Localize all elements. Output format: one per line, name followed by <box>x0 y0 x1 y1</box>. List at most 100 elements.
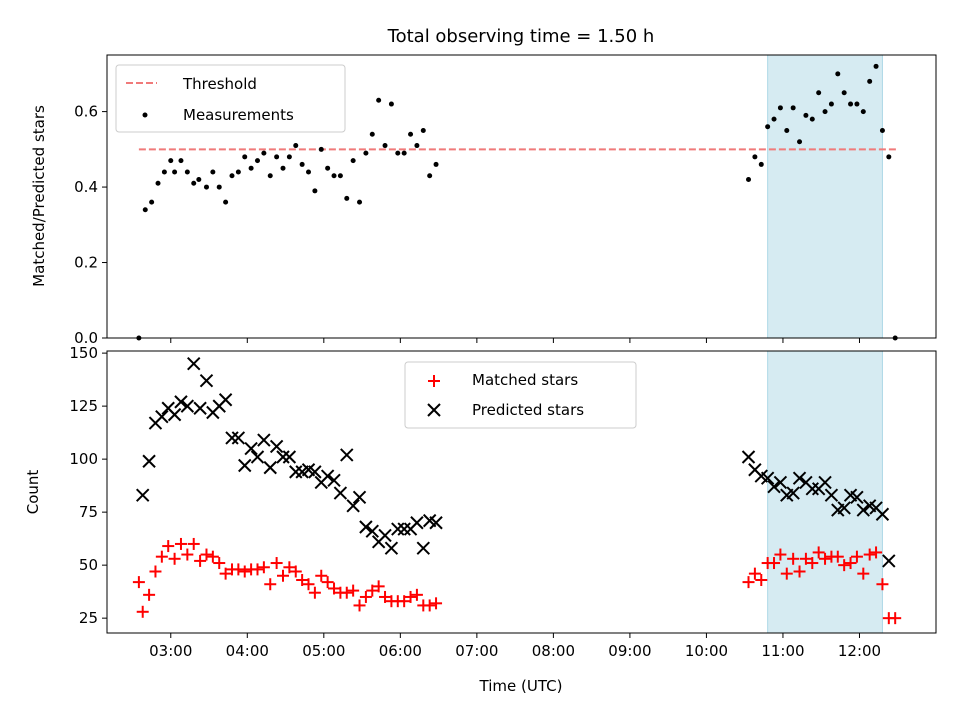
measurement-point <box>196 177 202 183</box>
predicted-star-point <box>282 450 297 464</box>
top-plot-frame <box>106 54 937 339</box>
predicted-star-point <box>786 486 800 500</box>
measurement-point <box>414 143 420 149</box>
matched-star-point <box>149 565 162 578</box>
measurement-point <box>784 127 790 133</box>
measurements-legend-swatch <box>142 112 148 118</box>
matched-star-point <box>372 580 385 593</box>
measurement-point <box>216 184 222 190</box>
measurement-point <box>841 90 847 96</box>
matched-star-point <box>308 586 321 599</box>
measurement-point <box>790 105 796 111</box>
measurement-point <box>274 154 280 160</box>
x-tick-label: 10:00 <box>685 642 728 660</box>
matched-star-point <box>174 537 187 550</box>
predicted-star-point <box>856 503 871 517</box>
measurement-point <box>408 131 414 137</box>
matched-star-point <box>755 573 768 586</box>
predicted-star-point <box>359 520 373 534</box>
measurement-point <box>168 158 174 164</box>
measurement-point <box>229 173 235 179</box>
matched-star-point <box>302 578 315 591</box>
predicted-star-point <box>142 454 156 468</box>
x-tick-label: 11:00 <box>761 642 804 660</box>
predicted-legend-swatch <box>427 403 441 417</box>
matched-star-point <box>774 548 787 561</box>
matched-star-point <box>328 582 341 595</box>
matched-star-point <box>155 550 168 563</box>
measurement-point <box>337 173 343 179</box>
predicted-star-point <box>773 475 788 490</box>
measurement-point <box>184 169 190 175</box>
matched-star-point <box>787 552 800 565</box>
matched-star-point <box>876 578 889 591</box>
measurement-point <box>848 101 854 107</box>
measurement-point <box>235 169 241 175</box>
predicted-star-point <box>327 473 341 488</box>
predicted-star-point <box>824 488 839 502</box>
measurement-point <box>816 90 822 96</box>
matched-star-point <box>296 573 309 586</box>
matched-star-point <box>347 584 360 597</box>
measurement-point <box>797 139 803 145</box>
predicted-star-point <box>805 482 819 496</box>
measurement-point <box>191 180 197 186</box>
predicted-stars-points <box>136 357 896 568</box>
matched-star-point <box>181 548 194 561</box>
matched-star-point <box>812 546 825 559</box>
measurement-point <box>752 154 758 160</box>
predicted-star-point <box>250 450 265 464</box>
measurement-point <box>248 165 254 171</box>
predicted-star-point <box>289 465 303 479</box>
x-tick-label: 06:00 <box>379 642 422 660</box>
measurement-point <box>395 150 401 156</box>
measurement-point <box>142 207 148 213</box>
x-tick-label: 12:00 <box>838 642 881 660</box>
measurement-point <box>318 146 324 152</box>
matched-star-point <box>162 540 175 553</box>
bottom-legend: Matched stars Predicted stars <box>404 361 637 429</box>
measurement-point <box>369 131 375 137</box>
measurement-point <box>860 109 866 115</box>
chart-title: Total observing time = 1.50 h <box>387 26 655 47</box>
predicted-star-point <box>352 490 367 505</box>
matched-star-point <box>430 597 443 610</box>
matched-star-point <box>270 557 283 570</box>
y-tick-label: 50 <box>79 556 98 574</box>
predicted-star-point <box>180 399 195 413</box>
predicted-star-point <box>136 488 150 502</box>
measurement-point <box>293 143 299 149</box>
predicted-star-point <box>410 516 424 530</box>
predicted-star-point <box>231 431 246 445</box>
measurement-point <box>149 199 155 205</box>
matched-star-point <box>819 552 832 565</box>
measurement-point <box>388 101 394 107</box>
measurement-point <box>803 112 809 118</box>
predicted-star-point <box>155 410 169 424</box>
top-legend-box <box>115 64 346 133</box>
measurement-point <box>376 97 382 103</box>
matched-star-point <box>257 561 270 574</box>
measurement-point <box>363 150 369 156</box>
x-tick-label: 08:00 <box>532 642 575 660</box>
predicted-star-point <box>269 439 284 454</box>
measurement-point <box>809 116 815 122</box>
matched-star-point <box>251 563 264 576</box>
predicted-star-point <box>882 554 896 568</box>
measurement-point <box>203 184 209 190</box>
matched-star-point <box>742 576 755 589</box>
matched-star-point <box>321 576 334 589</box>
predicted-star-point <box>397 522 411 536</box>
top-legend: Threshold Measurements <box>115 64 346 133</box>
matched-stars-points <box>132 537 902 625</box>
bottom-plot-frame <box>106 350 937 634</box>
predicted-star-point <box>792 471 807 485</box>
predicted-star-point <box>378 528 392 543</box>
measurement-point <box>172 169 178 175</box>
y-tick-label: 150 <box>69 344 98 362</box>
matched-star-point <box>283 561 296 574</box>
measurement-point <box>350 158 356 164</box>
matched-star-point <box>799 552 812 565</box>
predicted-star-point <box>365 524 379 538</box>
measurement-point <box>401 150 407 156</box>
